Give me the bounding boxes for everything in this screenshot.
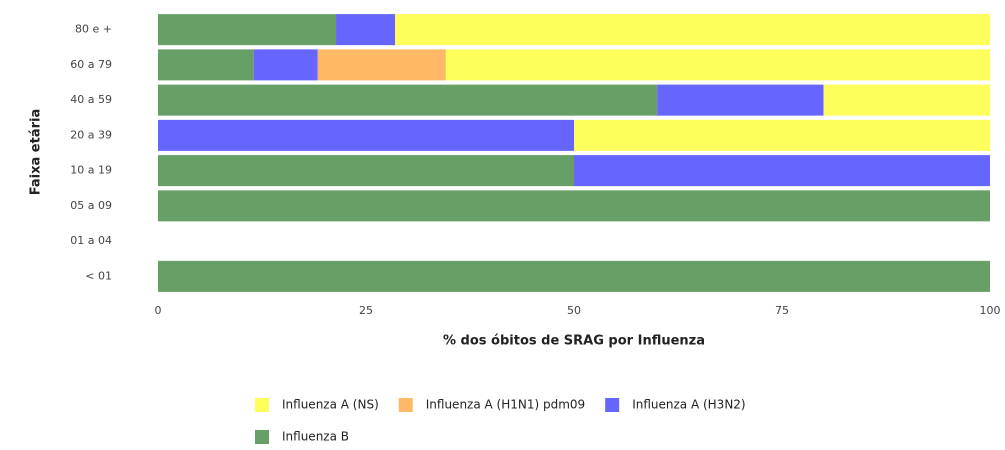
y-tick-label: 20 a 39 [70,128,112,141]
bar-segment [158,190,990,222]
bar-segment [336,14,396,46]
bar-segment [445,49,990,81]
bar-segment [574,119,990,151]
legend-swatch [398,398,413,412]
bar-segment [395,14,990,46]
x-tick-label: 0 [155,304,162,317]
legend-label: Influenza B [282,430,349,444]
x-tick-label: 25 [359,304,373,317]
legend-swatch [605,398,620,412]
y-tick-label: 10 a 19 [70,164,112,177]
bar-segment [823,84,990,116]
x-tick-label: 50 [567,304,581,317]
bar-segment [253,49,318,81]
bar-segment [158,14,337,46]
legend-swatch [255,398,269,412]
bar-segment [158,260,990,292]
legend-label: Influenza A (H1N1) pdm09 [426,398,585,412]
y-tick-label: 60 a 79 [70,58,112,71]
bar-segment [158,155,574,187]
bar-segment [574,155,990,187]
legend-swatch [255,430,269,444]
x-tick-label: 100 [980,304,1001,317]
y-tick-label: < 01 [85,269,112,282]
bar-segment [158,49,254,81]
bar-segment [158,84,658,116]
y-tick-label: 80 e + [75,23,112,36]
x-tick-label: 75 [775,304,789,317]
y-tick-label: 40 a 59 [70,93,112,106]
bar-segment [158,119,574,151]
legend-label: Influenza A (NS) [282,398,379,412]
y-axis-title: Faixa etária [29,109,44,195]
bar-segment [657,84,824,116]
x-axis-title: % dos óbitos de SRAG por Influenza [443,334,705,349]
y-tick-label: 01 a 04 [70,234,112,247]
legend-label: Influenza A (H3N2) [632,398,745,412]
y-tick-label: 05 a 09 [70,199,112,212]
bar-segment [317,49,446,81]
